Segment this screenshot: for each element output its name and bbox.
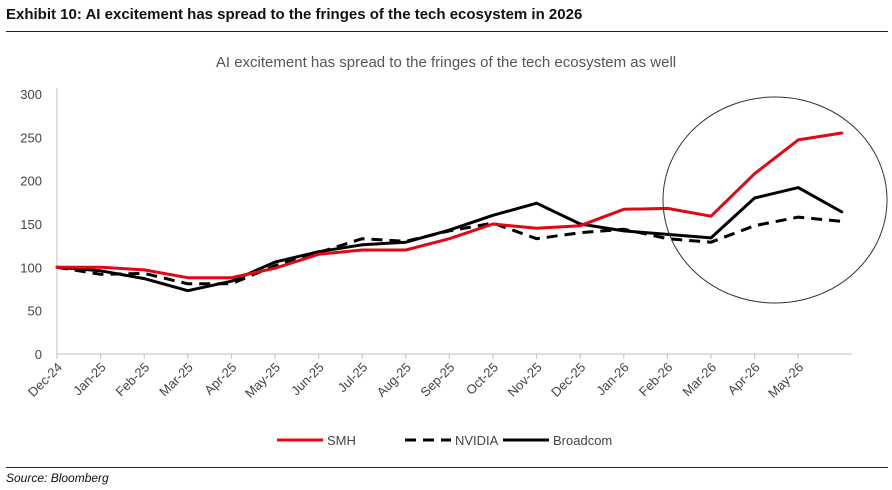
x-tick-label: Apr-25 — [201, 360, 239, 398]
x-tick-label: Jul-25 — [335, 360, 371, 396]
y-tick-label: 300 — [20, 87, 42, 102]
x-tick-label: Mar-26 — [679, 360, 719, 400]
x-tick-label: Dec-25 — [548, 360, 588, 400]
x-tick-label: Sep-25 — [417, 360, 457, 400]
source-note: Source: Bloomberg — [6, 471, 109, 485]
chart-annotation — [662, 96, 888, 304]
exhibit-title: Exhibit 10: AI excitement has spread to … — [6, 6, 583, 23]
x-tick-label: May-26 — [765, 360, 806, 401]
line-chart: AI excitement has spread to the fringes … — [20, 54, 888, 448]
y-tick-label: 0 — [35, 347, 42, 362]
series-line-smh — [55, 131, 844, 280]
x-tick-label: Feb-26 — [636, 360, 676, 400]
x-tick-label: May-25 — [242, 360, 283, 401]
x-tick-label: Nov-25 — [504, 360, 544, 400]
highlight-circle — [662, 96, 888, 304]
title-divider — [6, 31, 888, 32]
y-tick-label: 100 — [20, 260, 42, 275]
x-tick-label: Feb-25 — [113, 360, 153, 400]
y-tick-label: 250 — [20, 130, 42, 145]
series-line-broadcom — [55, 186, 844, 293]
x-tick-label: Apr-26 — [725, 360, 763, 398]
x-tick-label: Jan-26 — [593, 360, 632, 399]
y-tick-label: 200 — [20, 174, 42, 189]
y-tick-label: 150 — [20, 217, 42, 232]
x-tick-label: Oct-25 — [463, 360, 501, 398]
legend-label-nvidia: NVIDIA — [455, 433, 499, 448]
x-tick-label: Jun-25 — [288, 360, 327, 399]
chart-series — [55, 131, 844, 293]
legend-label-smh: SMH — [327, 433, 356, 448]
chart-legend: SMH NVIDIA Broadcom — [277, 433, 612, 448]
x-tick-label: Mar-25 — [156, 360, 196, 400]
x-tick-label: Aug-25 — [374, 360, 414, 400]
x-tick-label: Dec-24 — [25, 360, 65, 400]
legend-label-broadcom: Broadcom — [553, 433, 612, 448]
chart-title: AI excitement has spread to the fringes … — [216, 54, 676, 71]
source-divider — [6, 467, 888, 468]
y-tick-label: 50 — [28, 304, 42, 319]
x-tick-label: Jan-25 — [70, 360, 109, 399]
